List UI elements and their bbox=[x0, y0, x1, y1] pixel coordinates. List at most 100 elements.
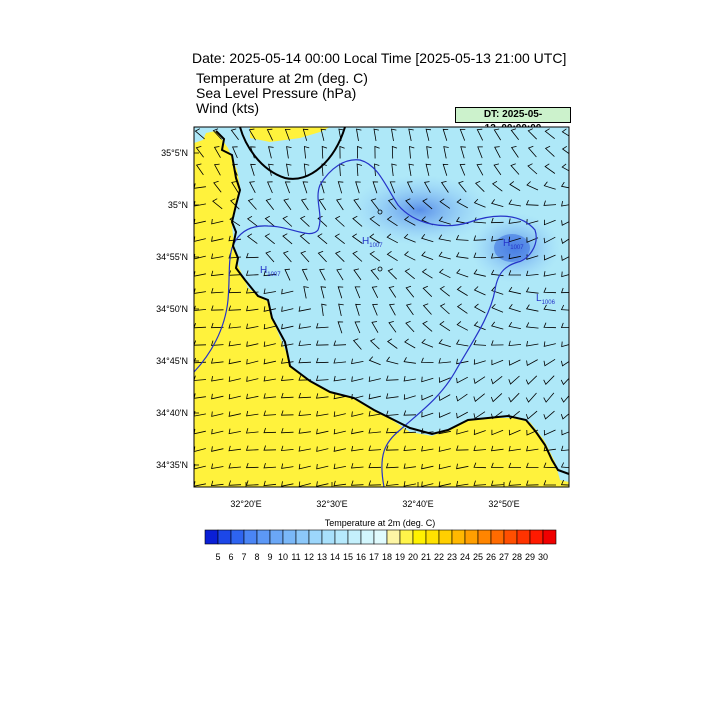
wind-barb bbox=[459, 129, 466, 141]
wind-barb bbox=[508, 359, 521, 366]
wind-barb bbox=[473, 198, 486, 208]
wind-barb bbox=[316, 428, 329, 435]
colorbar-label: 14 bbox=[329, 552, 340, 562]
wind-barb bbox=[422, 198, 433, 210]
wind-barb bbox=[352, 250, 363, 262]
wind-barb bbox=[351, 393, 364, 400]
wind-barb bbox=[210, 287, 224, 294]
wind-barb bbox=[560, 462, 569, 469]
wind-barb bbox=[351, 376, 364, 382]
wind-barb bbox=[283, 198, 292, 211]
wind-barb bbox=[246, 393, 259, 400]
wind-barb bbox=[438, 339, 451, 348]
wind-barb bbox=[421, 481, 434, 487]
wind-barb bbox=[421, 251, 434, 260]
wind-barb bbox=[526, 219, 539, 225]
wind-barb bbox=[228, 411, 241, 417]
wind-barb bbox=[371, 286, 379, 298]
wind-barb bbox=[263, 270, 277, 277]
var-temperature-label: Temperature at 2m (deg. C) bbox=[196, 70, 368, 86]
wind-barb bbox=[561, 341, 569, 348]
wind-barb bbox=[263, 462, 277, 469]
wind-barb bbox=[300, 198, 309, 211]
wind-barb bbox=[404, 338, 416, 349]
lat-tick-label: 34°35'N bbox=[156, 460, 188, 470]
wind-barb bbox=[245, 252, 259, 259]
wind-barb bbox=[438, 446, 451, 452]
colorbar-swatch bbox=[516, 529, 531, 545]
wind-barb bbox=[543, 322, 557, 329]
wind-barb bbox=[245, 480, 259, 486]
wind-barb bbox=[421, 446, 434, 452]
lon-tick-label: 32°20'E bbox=[230, 499, 261, 509]
colorbar-swatch bbox=[230, 529, 245, 545]
wind-barb bbox=[194, 322, 207, 329]
var-pressure-label: Sea Level Pressure (hPa) bbox=[196, 85, 357, 101]
wind-barb bbox=[561, 145, 569, 155]
wind-barb bbox=[455, 252, 469, 259]
wind-barb bbox=[266, 181, 273, 194]
wind-barb bbox=[543, 429, 556, 436]
cold-spot-center bbox=[350, 175, 490, 245]
wind-barb bbox=[473, 339, 487, 346]
wind-barb bbox=[403, 463, 416, 469]
wind-barb bbox=[438, 234, 451, 242]
wind-barb bbox=[315, 340, 329, 346]
wind-barb bbox=[264, 233, 275, 245]
wind-barb bbox=[491, 359, 504, 366]
wind-barb bbox=[490, 445, 504, 452]
wind-barb bbox=[491, 321, 504, 330]
wind-barb bbox=[386, 215, 398, 227]
wind-barb bbox=[385, 445, 399, 451]
wind-barb bbox=[316, 446, 329, 452]
wind-barb bbox=[263, 445, 277, 451]
wind-barb bbox=[337, 181, 344, 194]
wind-barb bbox=[543, 358, 556, 367]
wind-barb bbox=[195, 146, 204, 158]
colorbar-labels: 5 6 7 8 9 10 11 12 13 14 15 16 17 18 19 20 21 22 23 24 25 26 2… bbox=[0, 552, 720, 566]
wind-barb bbox=[300, 250, 310, 263]
wind-barb bbox=[456, 268, 469, 278]
wind-barb bbox=[456, 198, 468, 209]
wind-barb bbox=[369, 338, 380, 350]
wind-barb bbox=[425, 163, 432, 176]
wind-barb bbox=[228, 376, 241, 382]
wind-barb bbox=[490, 375, 503, 385]
wind-barb bbox=[561, 360, 569, 367]
wind-barb bbox=[491, 180, 503, 192]
wind-barb bbox=[508, 340, 522, 347]
wind-barb bbox=[249, 181, 256, 193]
wind-barb bbox=[439, 303, 450, 315]
wind-barb bbox=[527, 145, 537, 158]
wind-barb bbox=[355, 303, 361, 316]
wind-barb bbox=[333, 393, 346, 400]
warm-patch-north bbox=[250, 127, 330, 142]
station-marker bbox=[377, 266, 383, 272]
wind-barb bbox=[372, 181, 379, 194]
wind-barb bbox=[493, 163, 502, 176]
wind-barb bbox=[211, 446, 224, 452]
wind-barb bbox=[263, 341, 276, 347]
wind-barb bbox=[281, 288, 294, 295]
wind-barb bbox=[508, 429, 521, 436]
wind-barb bbox=[321, 303, 327, 316]
wind-barb bbox=[473, 445, 487, 451]
wind-barb bbox=[543, 341, 556, 347]
wind-barb bbox=[439, 320, 451, 332]
wind-barb bbox=[228, 480, 242, 486]
wind-barb bbox=[455, 445, 469, 451]
wind-barb bbox=[543, 200, 557, 206]
wind-barb bbox=[438, 216, 451, 225]
wind-barb bbox=[491, 236, 504, 242]
wind-barb bbox=[298, 446, 311, 452]
lon-tick-label: 32°40'E bbox=[402, 499, 433, 509]
colorbar-label: 9 bbox=[267, 552, 273, 562]
wind-barb bbox=[333, 428, 346, 435]
wind-barb bbox=[456, 358, 469, 365]
wind-barb bbox=[369, 215, 381, 227]
wind-barb bbox=[560, 181, 569, 189]
colorbar-swatch bbox=[243, 529, 258, 545]
wind-barb bbox=[525, 270, 539, 277]
wind-barb bbox=[317, 215, 328, 227]
wind-barb bbox=[544, 145, 555, 157]
